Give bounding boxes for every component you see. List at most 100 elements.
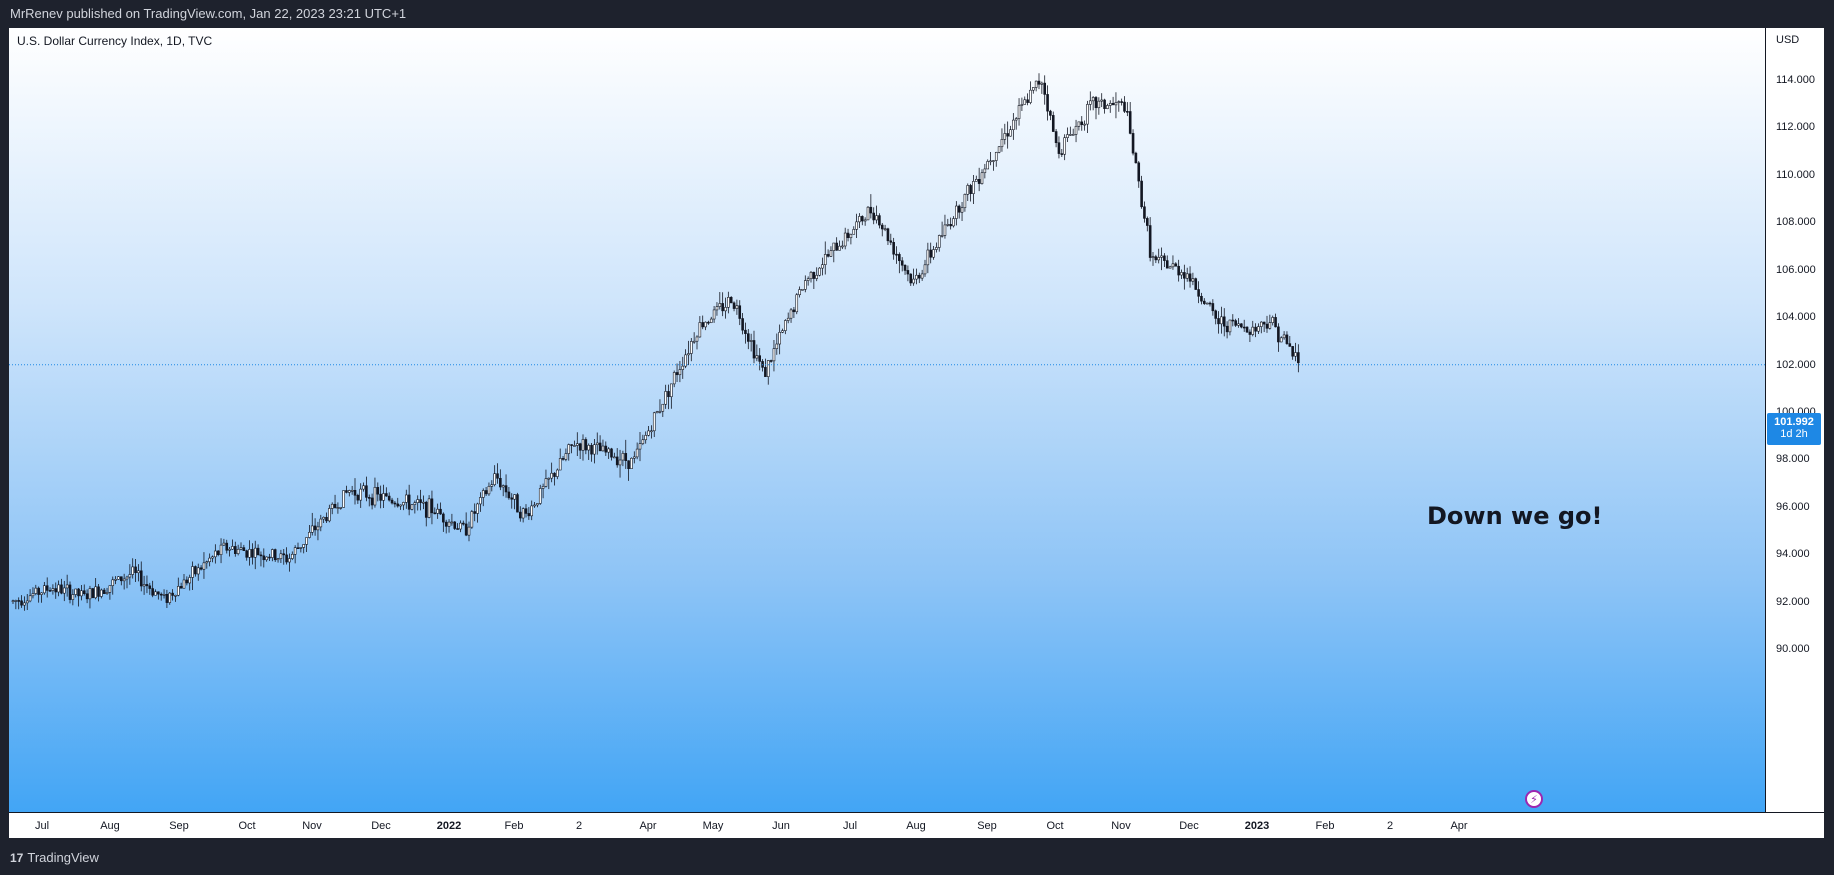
candle-down [45,585,49,591]
candle-up [1114,102,1118,106]
candle-up [1251,326,1255,335]
candle-up [974,179,978,182]
candle-up [980,172,984,184]
candle-up [487,486,491,495]
x-tick-label: May [702,820,724,832]
candle-up [299,547,303,549]
candle-up [806,278,810,281]
candle-down [604,445,608,453]
candle-up [51,588,55,591]
candle-up [920,273,924,279]
flash-icon[interactable]: ⚡ [1525,790,1543,808]
candle-down [1183,272,1186,279]
candle-up [724,307,727,312]
candle-down [273,549,277,561]
candle-up [1091,97,1095,102]
candle-down [461,522,465,525]
candle-down [707,321,710,324]
candle-down [738,305,742,319]
x-tick-label: Oct [238,820,256,832]
candle-down [376,487,380,495]
candle-up [248,549,251,558]
tradingview-logo[interactable]: 17 TradingView [10,850,99,865]
x-tick-label: 2 [575,820,583,832]
publish-info: MrRenev published on TradingView.com, Ja… [10,6,407,21]
candle-down [1200,295,1203,302]
candle-down [1026,99,1029,103]
candle-up [1271,317,1274,323]
candle-up [339,507,343,509]
candle-down [892,242,895,255]
candle-up [1205,302,1209,305]
candle-down [929,249,933,258]
candle-up [1294,352,1297,357]
tv-logo-icon: 17 [10,850,24,865]
candle-down [527,513,531,517]
candle-up [992,160,995,162]
candle-up [1282,334,1286,339]
candle-up [373,487,377,506]
candle-up [972,181,975,194]
candle-up [855,221,858,230]
candle-down [1154,256,1158,261]
candle-up [450,521,454,524]
candle-up [74,588,77,595]
candle-up [1257,326,1260,332]
time-axis[interactable]: Jul Aug Sep Oct Nov Dec 2022 Feb 2 Apr May Jun Jul Au… [9,812,1824,838]
candle-down [370,497,374,506]
candle-up [253,547,257,558]
candle-up [849,233,853,239]
candle-down [1225,325,1229,333]
candle-up [188,577,191,584]
candle-up [14,600,18,602]
candle-down [379,493,382,501]
x-tick-label: Feb [504,820,524,832]
candle-down [353,489,357,496]
candle-down [903,264,907,271]
chart-container[interactable]: U.S. Dollar Currency Index, 1D, TVC Down… [9,28,1824,838]
candle-up [875,215,878,221]
candle-down [977,179,981,184]
candle-up [105,592,109,594]
candle-up [125,576,129,580]
x-tick-label: 2022 [436,820,462,832]
candle-down [1211,303,1215,312]
candle-down [390,499,394,504]
candle-up [632,456,636,459]
candle-up [459,522,462,530]
candle-up [402,502,405,506]
candle-down [444,521,448,527]
candle-down [54,588,58,593]
chart-legend: U.S. Dollar Currency Index, 1D, TVC [17,34,213,48]
candle-down [1245,326,1249,333]
candle-up [587,444,591,451]
candle-down [1177,265,1180,276]
x-tick-label: Sep [977,820,997,832]
candle-up [128,574,132,578]
candle-up [658,410,662,413]
candle-down [194,566,197,575]
footer-bar: 17 TradingView [0,838,1834,875]
candle-down [889,240,893,243]
candle-down [1080,121,1084,125]
candle-down [424,501,428,518]
x-tick-label: Aug [100,820,120,832]
candle-layer [9,73,1765,611]
candle-down [758,355,762,362]
candle-down [675,372,679,376]
candle-up [644,435,648,441]
candle-up [382,493,385,501]
candle-down [1140,180,1143,208]
candle-up [766,360,770,377]
candle-up [62,587,66,594]
candle-down [1208,302,1212,305]
candle-down [744,329,747,334]
candle-down [499,477,502,488]
candle-down [439,508,442,515]
candle-down [1137,162,1141,182]
candle-up [943,224,947,236]
candle-down [1254,326,1257,332]
last-price-value: 101.992 [1774,416,1814,428]
candle-up [330,503,334,509]
plot-area[interactable]: U.S. Dollar Currency Index, 1D, TVC Down… [9,28,1765,812]
